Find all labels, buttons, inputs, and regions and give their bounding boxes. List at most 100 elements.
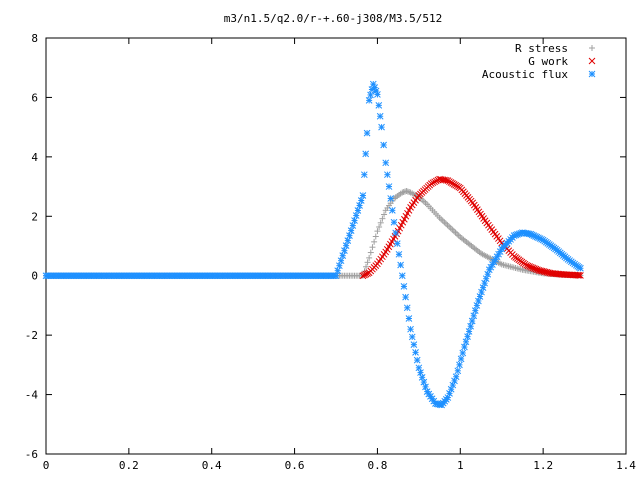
data-point xyxy=(407,325,414,333)
data-point xyxy=(371,238,378,245)
x-tick-label: 0.6 xyxy=(285,459,305,472)
x-tick-label: 0.4 xyxy=(202,459,222,472)
axes: 0 0.2 0.4 0.6 0.8 1 1.2 1.4 -6 -4 -2 0 2 4 6 8 xyxy=(25,32,637,472)
data-point xyxy=(454,231,461,238)
data-point xyxy=(334,267,342,275)
data-point xyxy=(476,293,484,300)
y-tick-label: -6 xyxy=(25,448,38,461)
legend-marker xyxy=(588,70,596,78)
data-point xyxy=(390,218,398,226)
x-tick-label: 1.4 xyxy=(616,459,636,472)
data-point xyxy=(342,242,350,249)
series-g-work xyxy=(359,175,584,280)
data-point xyxy=(374,228,381,235)
data-point xyxy=(363,263,370,270)
data-point xyxy=(454,367,462,375)
legend-marker xyxy=(588,57,596,65)
data-point xyxy=(367,91,374,99)
data-point xyxy=(366,254,373,261)
data-point xyxy=(468,317,476,325)
data-point xyxy=(479,284,487,291)
data-point xyxy=(400,283,408,290)
data-point xyxy=(397,261,404,269)
legend-label: R stress xyxy=(515,42,568,55)
data-point xyxy=(575,271,583,279)
data-point xyxy=(354,207,362,214)
data-point xyxy=(374,91,381,98)
data-point xyxy=(452,373,460,381)
y-tick-label: 6 xyxy=(31,91,38,104)
data-point xyxy=(577,264,584,272)
data-point xyxy=(336,262,343,270)
x-tick-label: 1.2 xyxy=(533,459,553,472)
data-point xyxy=(362,150,370,158)
data-point xyxy=(439,217,446,224)
data-point xyxy=(438,216,445,223)
data-point xyxy=(431,178,438,186)
x-tick-label: 0 xyxy=(43,459,50,472)
data-point xyxy=(450,228,457,235)
y-tick-label: -2 xyxy=(25,329,38,342)
y-tick-label: 2 xyxy=(31,210,38,223)
data-point xyxy=(413,356,421,364)
data-point xyxy=(467,322,474,330)
data-point xyxy=(357,197,365,204)
data-point xyxy=(364,259,371,266)
data-point xyxy=(379,215,386,222)
data-point xyxy=(381,211,388,218)
x-tick-label: 0.2 xyxy=(119,459,139,472)
data-point xyxy=(352,212,360,219)
data-point xyxy=(332,272,340,280)
data-point xyxy=(462,338,470,346)
data-point xyxy=(441,219,448,226)
data-point xyxy=(377,219,384,226)
data-point xyxy=(408,333,416,341)
data-point xyxy=(449,226,456,233)
data-point xyxy=(464,333,471,340)
chart-title: m3/n1.5/q2.0/r-+.60-j308/M3.5/512 xyxy=(224,12,443,25)
data-point xyxy=(484,270,492,278)
x-tick-label: 1 xyxy=(457,459,464,472)
data-point xyxy=(455,232,462,239)
plot-frame xyxy=(45,37,627,455)
data-point xyxy=(376,223,383,230)
x-tick-label: 0.8 xyxy=(367,459,387,472)
data-point xyxy=(429,179,437,187)
data-point xyxy=(356,202,363,209)
legend-marker xyxy=(589,45,595,51)
data-point xyxy=(475,297,482,305)
data-point xyxy=(470,312,478,320)
data-point xyxy=(376,112,384,120)
data-point xyxy=(446,223,453,230)
data-point xyxy=(478,288,485,296)
data-point xyxy=(339,252,347,260)
data-point xyxy=(457,355,465,363)
data-point xyxy=(351,217,358,224)
data-point xyxy=(444,222,451,229)
data-point xyxy=(410,341,418,349)
y-tick-label: 8 xyxy=(31,32,38,45)
legend-label: G work xyxy=(528,55,568,68)
data-point xyxy=(341,247,348,254)
data-point xyxy=(382,159,390,167)
data-point xyxy=(442,220,449,227)
y-tick-label: -4 xyxy=(25,389,39,402)
data-point xyxy=(393,240,401,247)
data-point xyxy=(456,361,463,369)
data-point xyxy=(405,315,413,322)
data-point xyxy=(403,304,411,312)
data-point xyxy=(402,293,409,301)
data-point xyxy=(447,225,454,232)
data-point xyxy=(473,302,481,309)
data-point xyxy=(574,271,582,279)
data-point xyxy=(359,192,367,199)
data-point xyxy=(452,229,459,236)
data-point xyxy=(344,237,352,244)
data-point xyxy=(481,279,488,287)
data-point xyxy=(378,123,385,131)
data-point xyxy=(372,87,380,95)
data-point xyxy=(367,249,374,256)
data-point xyxy=(395,250,403,258)
